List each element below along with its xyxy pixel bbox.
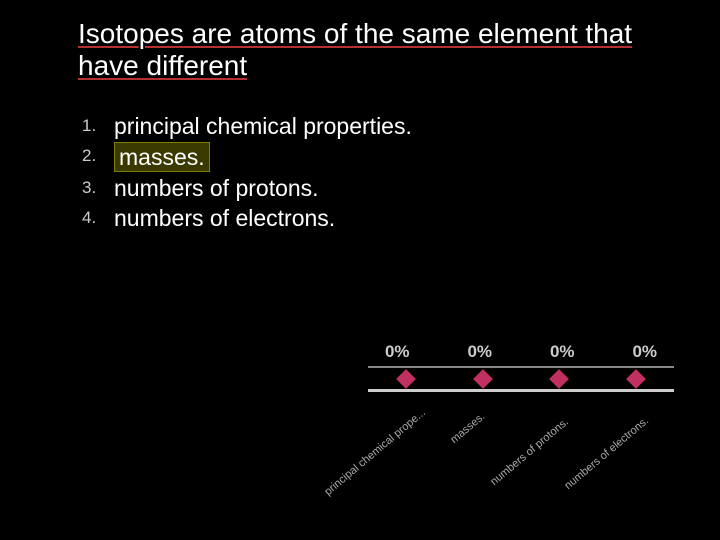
answer-options: 1. principal chemical properties. 2. mas… [80, 112, 480, 234]
chart-xlabel-4: numbers of electrons. [562, 415, 651, 492]
response-chart: 0% 0% 0% 0% principal chemical prope... … [356, 342, 686, 512]
chart-axis [368, 366, 674, 392]
chart-xlabel-3: numbers of protons. [488, 416, 571, 488]
chart-marker-1 [396, 369, 416, 389]
option-3[interactable]: 3. numbers of protons. [80, 174, 480, 202]
chart-marker-3 [549, 369, 569, 389]
option-number: 1. [80, 112, 114, 140]
question-title: Isotopes are atoms of the same element t… [78, 18, 638, 82]
chart-pct-3: 0% [527, 342, 597, 362]
chart-marker-2 [473, 369, 493, 389]
chart-pct-1: 0% [362, 342, 432, 362]
option-4[interactable]: 4. numbers of electrons. [80, 204, 480, 232]
option-text: numbers of protons. [114, 174, 319, 202]
chart-xlabel-1: principal chemical prope... [322, 407, 428, 498]
chart-x-labels: principal chemical prope... masses. numb… [356, 398, 686, 508]
chart-pct-2: 0% [445, 342, 515, 362]
chart-marker-4 [626, 369, 646, 389]
chart-pct-4: 0% [610, 342, 680, 362]
option-number: 4. [80, 204, 114, 232]
option-text: principal chemical properties. [114, 112, 412, 140]
option-number: 3. [80, 174, 114, 202]
chart-percent-row: 0% 0% 0% 0% [356, 342, 686, 362]
option-text-highlighted: masses. [114, 142, 210, 172]
option-text: numbers of electrons. [114, 204, 335, 232]
chart-xlabel-2: masses. [448, 410, 487, 446]
option-1[interactable]: 1. principal chemical properties. [80, 112, 480, 140]
option-2[interactable]: 2. masses. [80, 142, 480, 172]
option-number: 2. [80, 142, 114, 170]
question-title-text: Isotopes are atoms of the same element t… [78, 18, 632, 81]
